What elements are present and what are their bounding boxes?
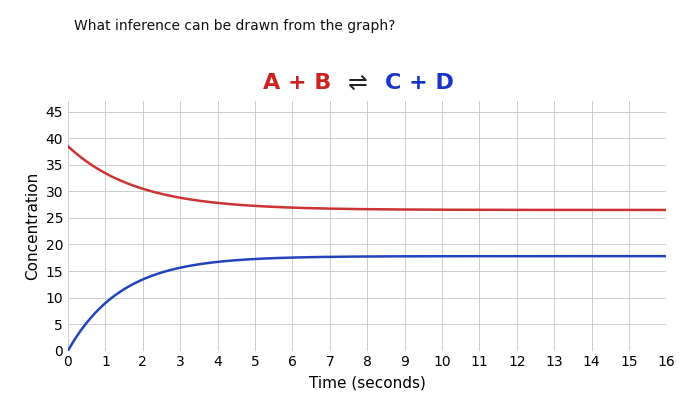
Text: What inference can be drawn from the graph?: What inference can be drawn from the gra… [74, 19, 395, 33]
Text: $\rightleftharpoons$: $\rightleftharpoons$ [343, 71, 368, 96]
Y-axis label: Concentration: Concentration [25, 172, 40, 280]
Text: A + B: A + B [263, 73, 331, 93]
X-axis label: Time (seconds): Time (seconds) [309, 375, 426, 390]
Text: C + D: C + D [385, 73, 454, 93]
